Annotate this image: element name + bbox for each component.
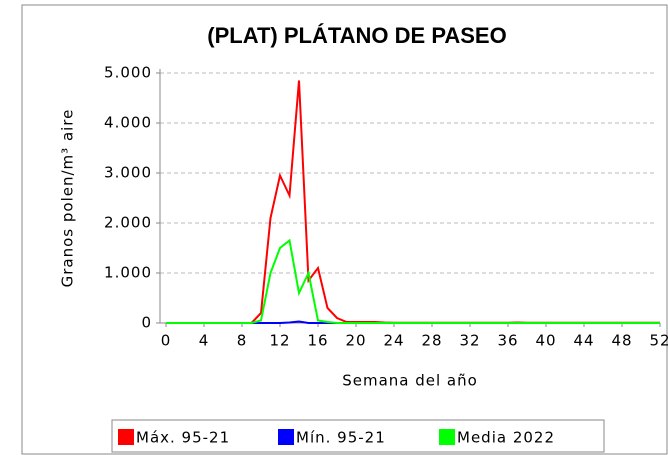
y-tick-label: 2.000 <box>104 214 152 232</box>
x-tick-label: 48 <box>611 332 632 350</box>
y-tick-label: 5.000 <box>104 64 152 82</box>
x-tick-label: 12 <box>269 332 290 350</box>
x-tick-label: 0 <box>161 332 172 350</box>
y-tick-label: 1.000 <box>104 264 152 282</box>
x-tick-label: 28 <box>421 332 442 350</box>
x-axis-label: Semana del año <box>342 372 478 390</box>
legend-swatch <box>118 429 134 445</box>
x-tick-label: 36 <box>497 332 518 350</box>
x-tick-label: 24 <box>383 332 404 350</box>
legend-label: Mín. 95-21 <box>296 429 386 447</box>
y-axis-label: Granos polen/m³ aire <box>59 109 77 288</box>
legend-label: Media 2022 <box>457 429 555 447</box>
x-tick-label: 32 <box>459 332 480 350</box>
y-tick-label: 3.000 <box>104 164 152 182</box>
x-tick-label: 20 <box>345 332 366 350</box>
x-tick-label: 40 <box>535 332 556 350</box>
legend-box <box>111 419 605 453</box>
y-tick-label: 0 <box>141 314 152 332</box>
series-line <box>166 238 660 324</box>
y-tick-label: 4.000 <box>104 114 152 132</box>
legend-swatch <box>439 429 455 445</box>
legend-swatch <box>278 429 294 445</box>
chart-title: (PLAT) PLÁTANO DE PASEO <box>207 23 506 48</box>
x-tick-label: 4 <box>199 332 210 350</box>
x-tick-label: 52 <box>649 332 668 350</box>
legend-label: Máx. 95-21 <box>136 429 230 447</box>
chart-frame <box>21 4 668 455</box>
x-tick-label: 16 <box>307 332 328 350</box>
x-tick-label: 44 <box>573 332 594 350</box>
x-tick-label: 8 <box>237 332 248 350</box>
